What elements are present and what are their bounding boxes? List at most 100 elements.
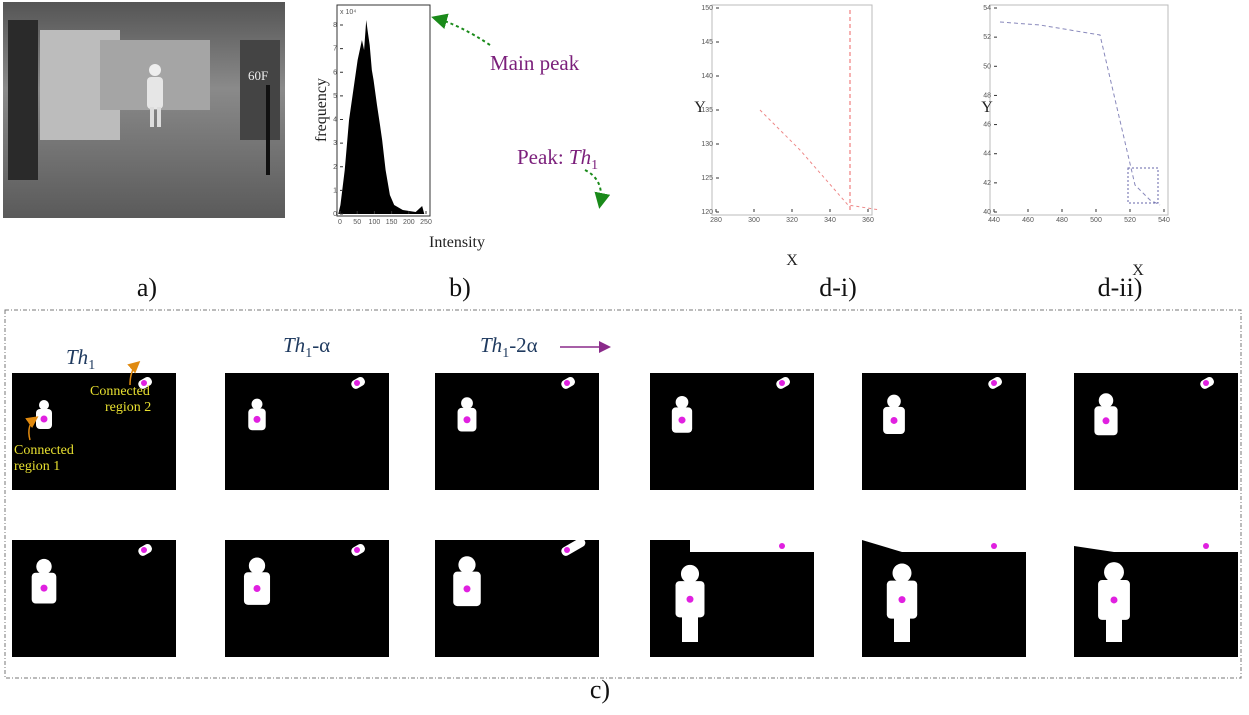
- y-tick-label: 4: [333, 117, 337, 124]
- panel-label: c): [590, 675, 610, 704]
- y-tick-label: 120: [701, 209, 713, 216]
- column-header: Th1: [66, 345, 95, 373]
- subscript: 1: [591, 158, 598, 173]
- x-tick-label: 300: [748, 217, 760, 224]
- y-tick-label: 54: [983, 5, 991, 12]
- y-axis-label: Y: [694, 99, 706, 116]
- blob: [680, 564, 700, 583]
- blob: [251, 398, 263, 410]
- binary-image: [225, 373, 389, 490]
- symbol: Th: [569, 145, 591, 169]
- x-axis-label: X: [1132, 262, 1144, 279]
- x-tick-label: 540: [1158, 217, 1170, 224]
- centroid: [463, 585, 471, 593]
- histogram: x 10⁴ frequency Intensity Main peak Peak…: [313, 4, 611, 251]
- blob: [461, 397, 473, 410]
- x-axis-label: Intensity: [429, 234, 485, 251]
- overlay-text: 60F: [248, 68, 268, 83]
- thermal-image: 60F: [3, 2, 285, 218]
- x-tick-label: 520: [1124, 217, 1136, 224]
- y-tick-label: 5: [333, 93, 337, 100]
- centroid: [463, 416, 471, 424]
- annotation-text: Peak:: [517, 145, 569, 169]
- centroid: [686, 595, 694, 603]
- y-tick-label: 6: [333, 69, 337, 76]
- x-tick-label: 250: [420, 219, 432, 226]
- binary-image: [862, 540, 1026, 657]
- panel-label: d-ii): [1098, 273, 1143, 302]
- centroid: [141, 380, 147, 386]
- centroid: [779, 380, 785, 386]
- subscript: 1: [305, 346, 312, 361]
- panel-label: a): [137, 273, 157, 302]
- centroid: [779, 543, 785, 549]
- x-tick-label: 100: [369, 219, 381, 226]
- y-tick-label: 42: [983, 180, 991, 187]
- x-tick-label: 440: [988, 217, 1000, 224]
- panel-frame: [4, 309, 1242, 679]
- region-label: region 2: [105, 400, 151, 415]
- symbol: Th: [480, 333, 502, 357]
- y-tick-label: 40: [983, 209, 991, 216]
- blob: [39, 400, 49, 410]
- x-tick-label: 320: [786, 217, 798, 224]
- y-tick-label: 2: [333, 164, 337, 171]
- centroid: [141, 547, 147, 553]
- suffix: -2α: [509, 333, 538, 357]
- binary-images: [12, 373, 1238, 657]
- centroid: [1203, 380, 1209, 386]
- x-tick-label: 360: [862, 217, 874, 224]
- blob: [1034, 540, 1238, 552]
- region-label: region 1: [14, 459, 60, 474]
- blob: [1104, 562, 1124, 583]
- x-tick-label: 50: [353, 219, 361, 226]
- y-tick-label: 150: [701, 5, 713, 12]
- panel-label: d-i): [819, 273, 857, 302]
- y-tick-label: 46: [983, 122, 991, 129]
- blob: [862, 540, 1026, 552]
- y-tick-label: 125: [701, 175, 713, 182]
- blob: [675, 395, 689, 409]
- x-tick-label: 280: [710, 217, 722, 224]
- annotation: Peak: Th1: [517, 145, 598, 173]
- y-tick-label: 145: [701, 39, 713, 46]
- blob: [892, 563, 912, 583]
- blob: [690, 540, 814, 552]
- y-tick-label: 135: [701, 107, 713, 114]
- x-tick-label: 340: [824, 217, 836, 224]
- y-tick-label: 140: [701, 73, 713, 80]
- blob: [1098, 393, 1114, 408]
- centroid: [890, 416, 898, 424]
- scale-label: x 10⁴: [340, 9, 356, 16]
- blob: [682, 612, 698, 642]
- blob: [36, 558, 52, 575]
- centroid: [564, 380, 570, 386]
- blob: [458, 556, 476, 574]
- panel-label: b): [449, 273, 471, 302]
- centroid: [40, 584, 48, 592]
- y-tick-label: 52: [983, 34, 991, 41]
- binary-image: [435, 373, 599, 490]
- centroid: [1110, 596, 1118, 604]
- symbol: Th: [283, 333, 305, 357]
- x-tick-label: 150: [386, 219, 398, 226]
- y-tick-label: 1: [333, 187, 337, 194]
- y-tick-label: 48: [983, 92, 991, 99]
- y-tick-label: 7: [333, 46, 337, 53]
- plot-d-i: X Y: [694, 4, 881, 269]
- blob: [894, 612, 910, 642]
- suffix: -α: [312, 333, 330, 357]
- centroid: [991, 380, 997, 386]
- centroid: [564, 547, 570, 553]
- centroid: [40, 415, 48, 423]
- x-tick-label: 500: [1090, 217, 1102, 224]
- centroid: [678, 416, 686, 424]
- region-label: Connected: [90, 384, 150, 399]
- blob: [248, 557, 266, 574]
- y-tick-label: 130: [701, 141, 713, 148]
- blob: [887, 394, 901, 409]
- centroid: [354, 547, 360, 553]
- y-axis-label: Y: [981, 99, 993, 116]
- centroid: [1203, 543, 1209, 549]
